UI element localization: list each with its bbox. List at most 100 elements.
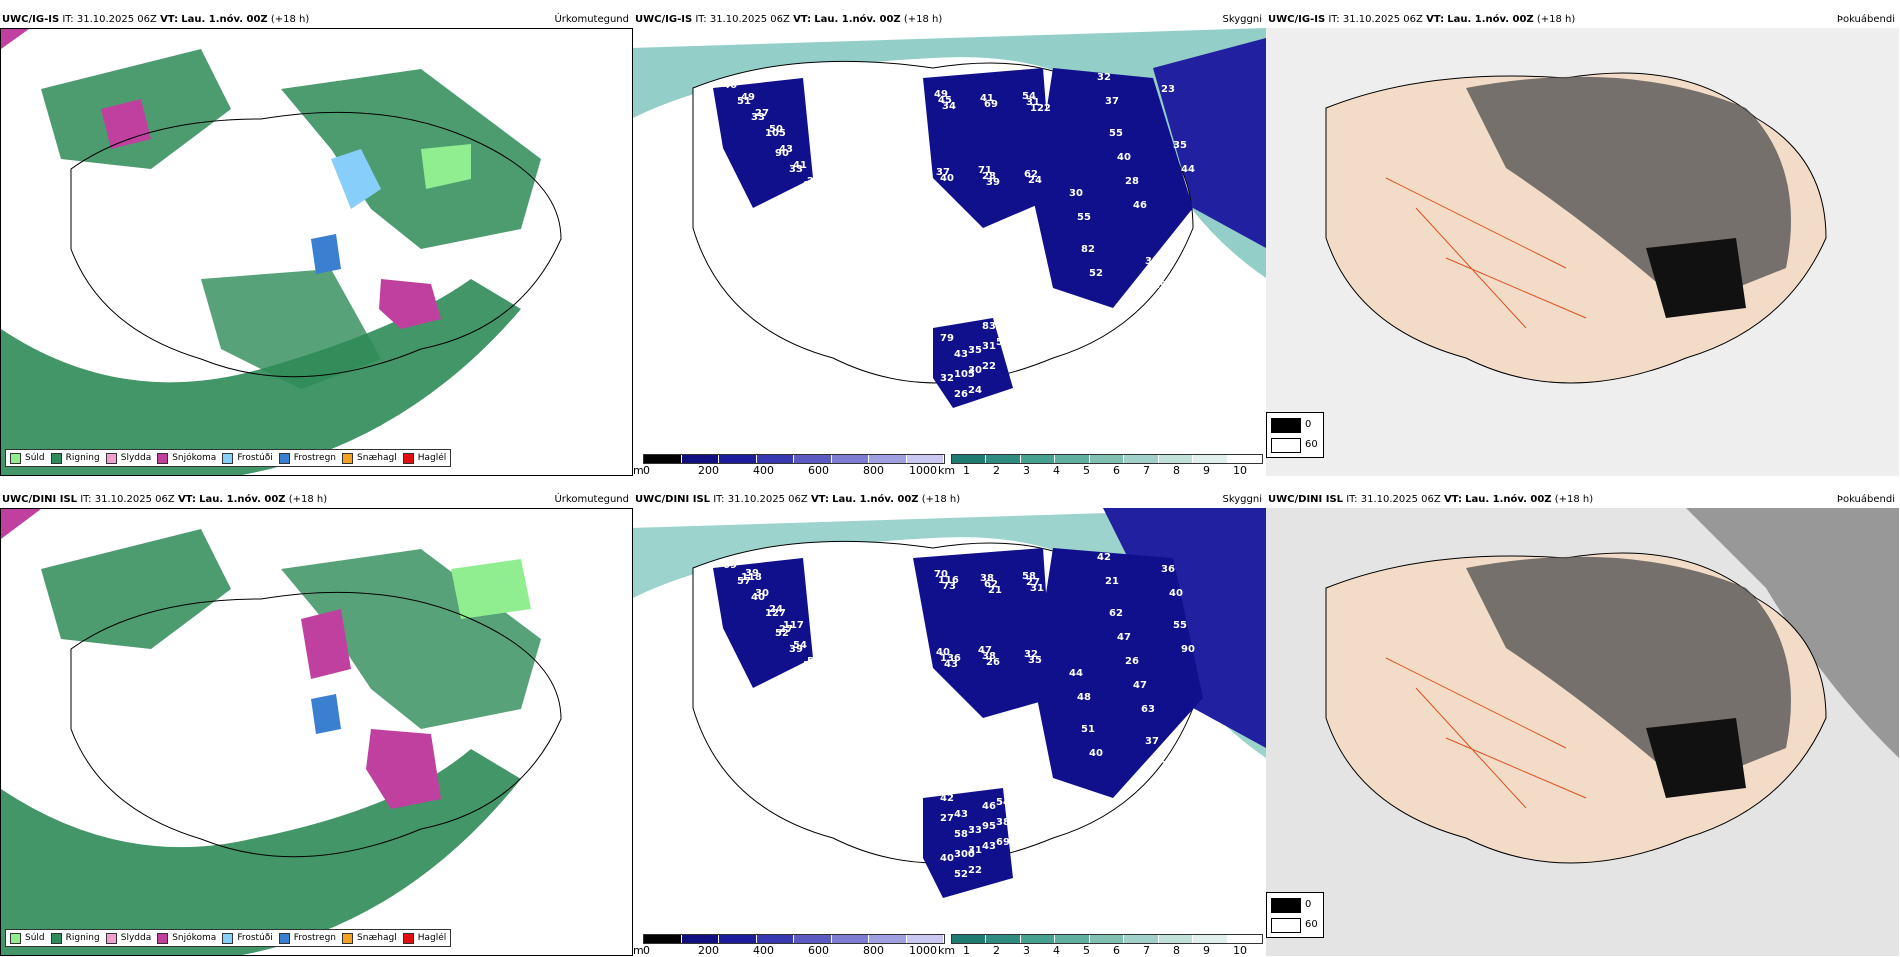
height-label: 39 [986, 177, 1000, 188]
precip-legend: Súld Rigning Slydda Snjókoma Frostúði Fr… [5, 929, 452, 947]
visibility-scale-bar [951, 454, 1263, 464]
height-label: 82 [1081, 244, 1095, 255]
height-label: 21 [1105, 576, 1119, 587]
height-label: 42 [940, 793, 954, 804]
height-label: 40 [936, 647, 950, 658]
row1-visibility-panel: UWC/IG-IS IT: 31.10.2025 06Z VT: Lau. 1.… [633, 12, 1266, 477]
legend-item: Snæhagl [342, 450, 397, 466]
height-label: 36 [1161, 564, 1175, 575]
height-label: 29 [1153, 280, 1167, 291]
height-label: 37 [1105, 96, 1119, 107]
legend-item: Rigning [50, 930, 100, 946]
height-label: 55 [1077, 212, 1091, 223]
fog-key-row1: 0 60 [1266, 412, 1324, 458]
height-label: 21 [988, 585, 1002, 596]
panel-header: UWC/DINI ISL IT: 31.10.2025 06Z VT: Lau.… [0, 492, 633, 508]
height-label: 27 [755, 108, 769, 119]
height-label: 27 [940, 813, 954, 824]
legend-item: Rigning [50, 450, 100, 466]
height-scale-bar [643, 454, 945, 464]
height-scale-bar [643, 934, 945, 944]
tick: 5 [1083, 464, 1090, 476]
height-label: 79 [940, 333, 954, 344]
precip-type-map: Súld Rigning Slydda Snjókoma Frostúði Fr… [0, 508, 633, 956]
tick: 200 [698, 464, 719, 476]
height-label: 41 [793, 160, 807, 171]
height-label: 26 [986, 657, 1000, 668]
height-label: 90 [1181, 644, 1195, 655]
fog-key-dark: 0 [1305, 899, 1312, 910]
tick: 1000 [909, 464, 937, 476]
height-label: 95 [982, 821, 996, 832]
tick: 3 [1023, 464, 1030, 476]
height-label: 41 [980, 93, 994, 104]
tick: 2 [993, 944, 1000, 956]
panel-header: UWC/IG-IS IT: 31.10.2025 06Z VT: Lau. 1.… [633, 12, 1266, 28]
height-label: 40 [1117, 152, 1131, 163]
height-label: 32 [1153, 760, 1167, 771]
scale-bars: m 0 200 400 600 800 1000 km 1 2 3 4 5 6 … [633, 454, 1266, 476]
height-label: 105 [765, 128, 786, 139]
tick: 10 [1233, 944, 1247, 956]
height-label: 38 [996, 817, 1010, 828]
tick: 0 [643, 944, 650, 956]
height-label: 23 [1161, 84, 1175, 95]
height-label: 83 [982, 321, 996, 332]
height-label: 43 [954, 809, 968, 820]
row2-fog-panel: UWC/DINI ISL IT: 31.10.2025 06Z VT: Lau.… [1266, 492, 1899, 957]
height-label: 48 [731, 192, 745, 203]
height-label: 26 [954, 389, 968, 400]
height-label: 31 [1145, 256, 1159, 267]
tick: 800 [863, 464, 884, 476]
height-label: 33 [751, 112, 765, 123]
panel-title: Þokuábendi [1836, 14, 1895, 25]
height-label: 24 [968, 385, 982, 396]
tick: 2 [993, 464, 1000, 476]
row1-fog-panel: UWC/IG-IS IT: 31.10.2025 06Z VT: Lau. 1.… [1266, 12, 1899, 477]
height-label: 31 [968, 845, 982, 856]
height-label: 40 [940, 853, 954, 864]
tick: 3 [1023, 944, 1030, 956]
tick: 800 [863, 944, 884, 956]
height-label: 63 [1141, 704, 1155, 715]
panel-header: UWC/IG-IS IT: 31.10.2025 06Z VT: Lau. 1.… [1266, 12, 1899, 28]
tick: 1000 [909, 944, 937, 956]
height-label: 57 [737, 576, 751, 587]
legend-item: Frostúði [222, 450, 273, 466]
height-label: 30 [968, 365, 982, 376]
fog-indicator-map [1266, 508, 1899, 956]
tick: 4 [1053, 464, 1060, 476]
legend-item: Snjókoma [157, 930, 216, 946]
height-label: 55 [1109, 128, 1123, 139]
height-label: 22 [968, 865, 982, 876]
panel-header: UWC/DINI ISL IT: 31.10.2025 06Z VT: Lau.… [1266, 492, 1899, 508]
height-label: 51 [1081, 724, 1095, 735]
height-label: 52 [775, 628, 789, 639]
tick: 1 [963, 944, 970, 956]
height-label: 47 [1133, 680, 1147, 691]
tick: 10 [1233, 464, 1247, 476]
height-label: 58 [954, 829, 968, 840]
height-label: 105 [954, 369, 975, 380]
height-label: 58 [1022, 571, 1036, 582]
legend-item: Slydda [105, 930, 151, 946]
row1-precip-panel: UWC/IG-IS IT: 31.10.2025 06Z VT: Lau. 1.… [0, 12, 633, 477]
tick: 9 [1203, 464, 1210, 476]
row2-visibility-panel: UWC/DINI ISL IT: 31.10.2025 06Z VT: Lau.… [633, 492, 1266, 957]
tick: 7 [1143, 464, 1150, 476]
height-label: 38 [980, 573, 994, 584]
height-label: 43 [954, 349, 968, 360]
height-label: 43 [982, 841, 996, 852]
fog-key-light: 60 [1305, 439, 1318, 450]
height-label: 122 [1030, 103, 1051, 114]
height-label: 69 [984, 99, 998, 110]
height-label: 62 [984, 579, 998, 590]
scale-bars: m 0 200 400 600 800 1000 km 1 2 3 4 5 6 … [633, 934, 1266, 956]
height-label: 28 [982, 171, 996, 182]
height-label: 39 [745, 568, 759, 579]
height-label: 73 [942, 581, 956, 592]
height-label: 34 [942, 101, 956, 112]
height-label: 30 [755, 588, 769, 599]
height-label: 69 [723, 560, 737, 571]
